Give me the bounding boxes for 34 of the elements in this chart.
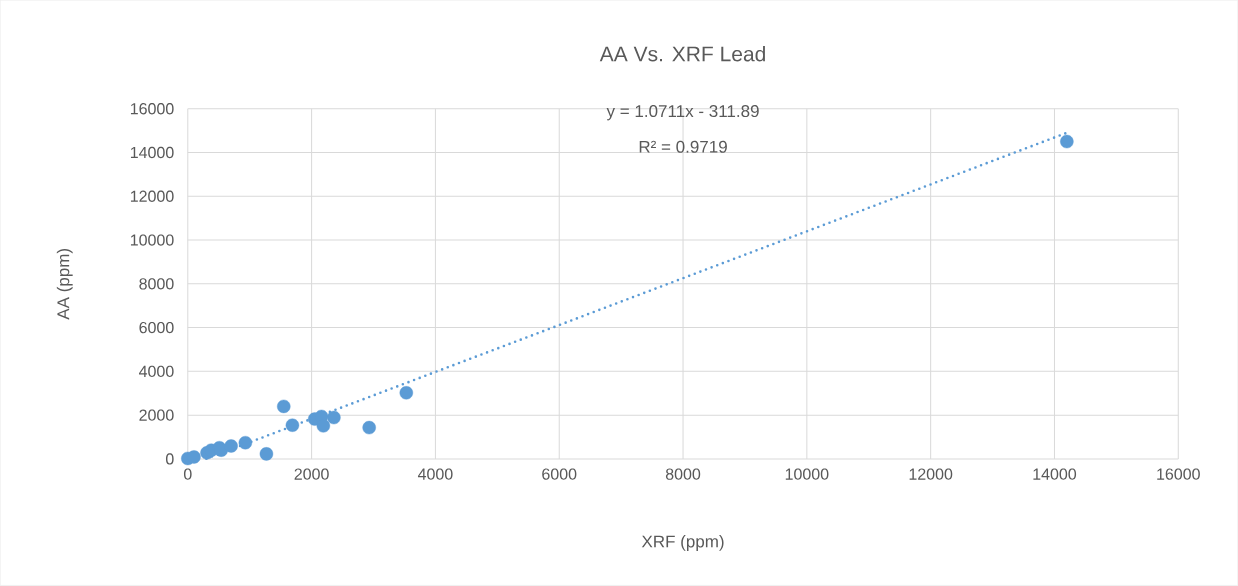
y-tick-label: 0 xyxy=(165,453,174,465)
point xyxy=(285,418,300,433)
x-tick-label: 14000 xyxy=(1033,468,1077,480)
point xyxy=(224,439,238,453)
y-tick-label: 16000 xyxy=(130,103,174,115)
x-tick-label: 2000 xyxy=(294,468,329,480)
point xyxy=(1060,135,1074,149)
y-axis-title: AA (ppm) xyxy=(56,249,73,320)
annotation: R² = 0.9719 xyxy=(639,140,727,153)
y-tick-label: 14000 xyxy=(130,147,174,159)
x-tick-label: 6000 xyxy=(542,468,577,480)
x-tick-label: 8000 xyxy=(665,468,701,480)
y-tick-label: 10000 xyxy=(130,234,174,246)
x-tick-label: 10000 xyxy=(785,468,829,480)
point xyxy=(327,411,341,425)
x-tick-label: 12000 xyxy=(909,468,953,480)
x-tick-label: 16000 xyxy=(1157,468,1200,480)
point xyxy=(277,399,291,414)
y-tick-label: 12000 xyxy=(130,190,174,203)
point xyxy=(316,419,331,433)
point xyxy=(259,447,274,461)
y-tick-label: 2000 xyxy=(139,409,174,421)
y-tick-label: 6000 xyxy=(139,322,174,334)
point xyxy=(187,450,201,464)
chart-title: AA Vs. XRF Lead xyxy=(599,46,765,62)
point xyxy=(399,386,414,400)
point xyxy=(362,421,376,435)
x-tick-label: 4000 xyxy=(417,468,453,480)
x-tick-label: 0 xyxy=(183,468,192,480)
x-axis-title: XRF (ppm) xyxy=(641,535,724,552)
y-tick-label: 4000 xyxy=(139,365,174,378)
point xyxy=(238,436,253,450)
y-tick-label: 8000 xyxy=(139,278,174,290)
annotation: y = 1.0711x - 311.89 xyxy=(606,105,759,121)
